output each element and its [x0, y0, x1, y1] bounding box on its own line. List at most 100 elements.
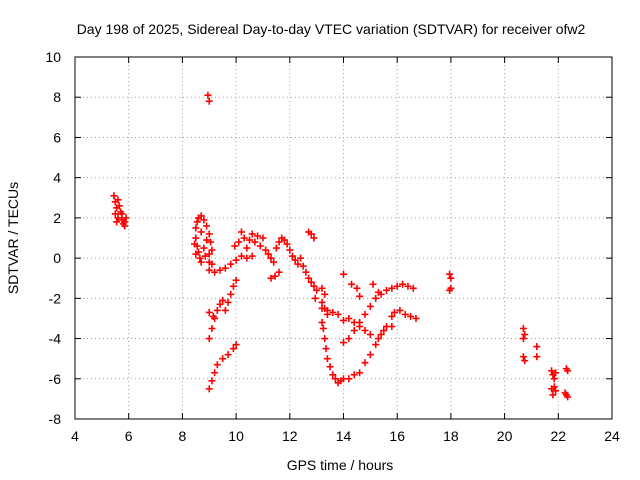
data-point — [237, 228, 245, 236]
data-point — [388, 312, 396, 320]
y-axis-ticks: -8 -6 -4 -2 0 2 4 6 8 10 — [45, 49, 612, 427]
data-point — [549, 391, 557, 399]
data-point — [190, 240, 198, 248]
data-point — [348, 280, 356, 288]
data-point — [319, 325, 327, 332]
data-point — [205, 335, 213, 343]
data-point — [321, 290, 329, 298]
data-point — [275, 268, 283, 276]
data-point — [313, 286, 321, 294]
data-point — [299, 262, 307, 270]
data-point — [307, 230, 315, 238]
data-point — [564, 393, 572, 401]
data-point — [235, 238, 243, 246]
data-point — [203, 236, 211, 244]
grid — [75, 57, 612, 419]
data-point — [393, 282, 401, 290]
data-point — [404, 282, 412, 290]
data-point — [322, 345, 330, 353]
data-point — [205, 250, 213, 258]
data-point — [382, 286, 390, 294]
x-axis-label: GPS time / hours — [287, 457, 394, 473]
data-point — [377, 331, 385, 339]
data-point — [216, 300, 224, 308]
data-point — [356, 369, 364, 377]
data-point — [224, 298, 232, 306]
data-point — [561, 389, 569, 397]
x-tick-label: 12 — [282, 428, 298, 444]
data-point — [221, 306, 229, 314]
data-point — [205, 258, 213, 266]
data-point — [208, 246, 216, 254]
data-point — [205, 308, 213, 316]
data-point — [213, 306, 221, 314]
data-point — [272, 244, 280, 252]
data-point — [305, 274, 313, 282]
data-point — [229, 345, 237, 353]
data-point — [122, 214, 130, 222]
data-point — [211, 369, 219, 377]
data-point — [267, 254, 275, 262]
data-point — [372, 294, 380, 302]
data-point — [366, 351, 374, 359]
x-tick-label: 6 — [125, 428, 133, 444]
data-point — [248, 230, 256, 238]
data-point — [270, 258, 278, 266]
data-point — [521, 331, 529, 339]
data-point — [350, 327, 358, 335]
data-point — [310, 234, 318, 242]
data-point — [205, 230, 213, 238]
data-point — [246, 236, 254, 244]
x-tick-label: 20 — [497, 428, 513, 444]
data-point — [334, 310, 342, 318]
data-point — [111, 210, 119, 218]
data-point — [271, 272, 279, 280]
data-point — [288, 252, 296, 260]
data-point — [197, 212, 205, 220]
data-point — [318, 284, 326, 292]
data-point — [564, 367, 572, 375]
data-point — [369, 280, 377, 288]
data-point — [318, 304, 326, 312]
data-point — [374, 335, 382, 343]
y-tick-label: 4 — [53, 170, 61, 186]
data-point — [224, 351, 232, 359]
data-point — [318, 318, 326, 326]
data-point — [205, 266, 213, 274]
data-point — [232, 276, 240, 284]
y-tick-label: 2 — [53, 210, 61, 226]
data-point — [207, 238, 215, 246]
data-point — [203, 222, 211, 230]
data-point — [340, 270, 347, 278]
data-point — [380, 327, 388, 335]
data-point — [232, 256, 240, 264]
data-point — [412, 314, 420, 322]
y-tick-label: 0 — [53, 250, 61, 266]
data-point — [291, 256, 299, 264]
data-point — [200, 216, 208, 224]
data-point — [350, 371, 358, 379]
data-point — [321, 335, 329, 343]
data-point — [294, 260, 302, 268]
y-tick-label: -4 — [49, 331, 62, 347]
data-point — [201, 252, 209, 260]
data-point — [447, 284, 455, 292]
data-point — [209, 312, 217, 320]
data-point — [197, 228, 205, 236]
data-point — [372, 341, 380, 349]
data-point — [519, 325, 527, 332]
data-point — [533, 353, 541, 361]
data-point — [396, 306, 404, 314]
data-point — [388, 284, 396, 292]
y-tick-label: -2 — [49, 290, 62, 306]
data-point — [326, 363, 334, 371]
data-point — [329, 308, 337, 316]
data-point — [548, 367, 556, 375]
data-point — [447, 274, 455, 282]
data-point — [264, 250, 272, 258]
plot-frame — [74, 56, 613, 420]
x-tick-label: 4 — [71, 428, 79, 444]
data-point — [231, 242, 239, 250]
data-point — [113, 218, 121, 226]
